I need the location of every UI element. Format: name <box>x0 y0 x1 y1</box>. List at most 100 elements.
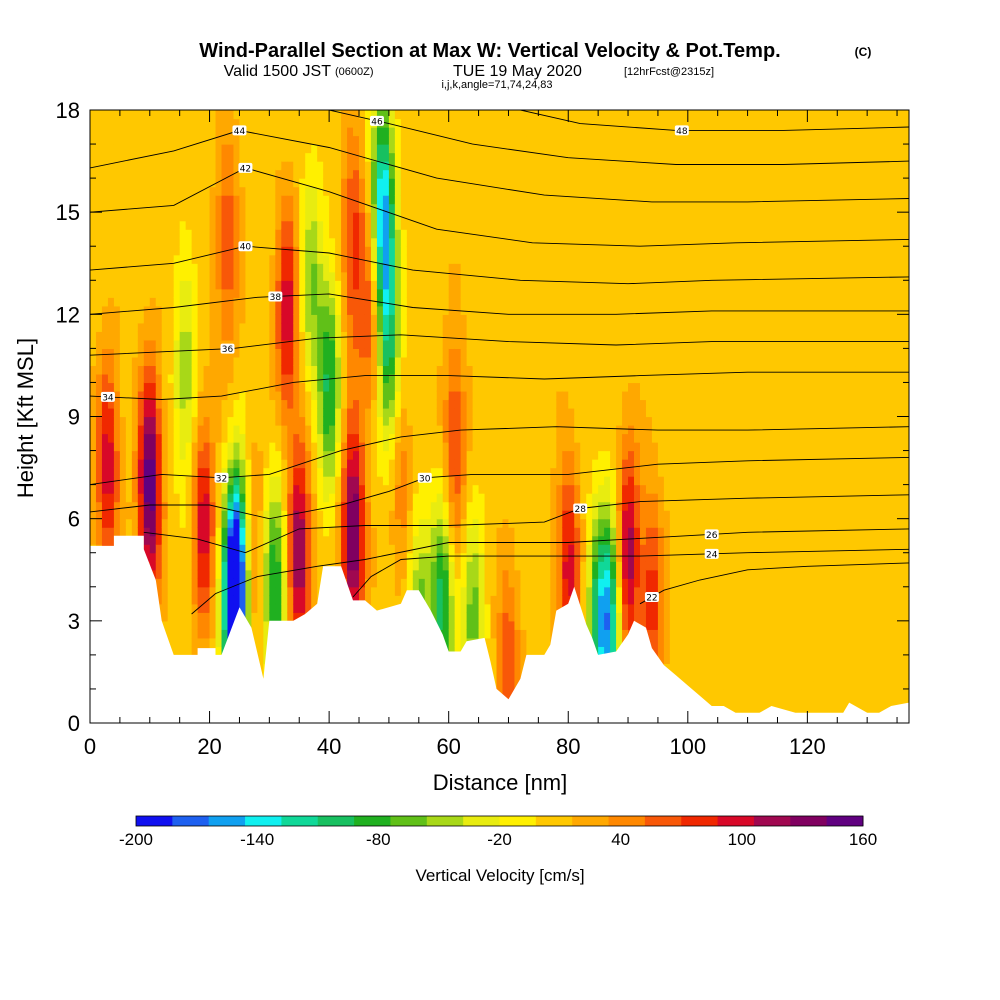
velocity-cell <box>376 271 384 281</box>
velocity-cell <box>442 288 450 298</box>
velocity-cell <box>119 501 127 511</box>
velocity-cell <box>448 518 456 528</box>
velocity-cell <box>209 127 217 137</box>
velocity-cell <box>281 195 288 205</box>
velocity-cell <box>400 467 408 477</box>
velocity-cell <box>502 663 510 673</box>
velocity-cell <box>430 501 438 511</box>
velocity-cell <box>287 229 294 239</box>
velocity-cell <box>341 271 348 281</box>
velocity-cell <box>341 510 348 520</box>
velocity-cell <box>317 220 324 230</box>
velocity-cell <box>353 467 360 477</box>
velocity-cell <box>442 586 450 596</box>
velocity-cell <box>412 373 420 384</box>
velocity-cell <box>311 399 318 409</box>
velocity-cell <box>125 195 133 205</box>
velocity-cell <box>400 484 408 494</box>
velocity-cell <box>448 161 456 171</box>
velocity-cell <box>107 178 115 188</box>
velocity-cell <box>203 220 211 230</box>
velocity-cell <box>317 407 324 418</box>
velocity-cell <box>167 348 175 358</box>
velocity-cell <box>203 569 211 579</box>
velocity-cell <box>251 271 258 281</box>
velocity-cell <box>293 459 300 469</box>
velocity-cell <box>161 612 169 622</box>
velocity-cell <box>287 578 294 588</box>
velocity-cell <box>131 442 139 452</box>
velocity-cell <box>281 263 288 273</box>
velocity-cell <box>454 237 462 247</box>
velocity-cell <box>131 144 139 154</box>
chart-title: Wind-Parallel Section at Max W: Vertical… <box>199 40 780 62</box>
velocity-cell <box>305 203 312 213</box>
velocity-cell <box>400 339 408 349</box>
velocity-cell <box>269 586 276 596</box>
velocity-cell <box>418 390 426 401</box>
velocity-cell <box>275 186 282 196</box>
velocity-cell <box>125 186 133 196</box>
velocity-cell <box>275 127 282 137</box>
velocity-cell <box>359 501 366 511</box>
velocity-cell <box>347 322 354 332</box>
velocity-cell <box>293 484 300 494</box>
velocity-cell <box>418 535 426 545</box>
velocity-cell <box>323 433 330 443</box>
velocity-cell <box>257 271 264 281</box>
velocity-cell <box>472 493 480 503</box>
velocity-cell <box>161 518 169 528</box>
velocity-cell <box>472 416 480 426</box>
velocity-cell <box>95 135 103 145</box>
velocity-cell <box>293 280 300 290</box>
velocity-cell <box>496 663 504 673</box>
velocity-cell <box>364 280 372 290</box>
velocity-cell <box>215 459 223 469</box>
velocity-cell <box>275 518 282 528</box>
velocity-cell <box>329 442 336 452</box>
velocity-cell <box>347 271 354 281</box>
velocity-cell <box>287 493 294 503</box>
velocity-cell <box>179 595 187 605</box>
velocity-cell <box>161 144 169 154</box>
velocity-cell <box>317 263 324 273</box>
velocity-cell <box>472 229 480 239</box>
velocity-cell <box>185 646 193 656</box>
velocity-cell <box>245 331 253 341</box>
velocity-cell <box>233 561 241 571</box>
velocity-cell <box>281 212 288 222</box>
velocity-cell <box>305 314 312 324</box>
velocity-cell <box>257 373 264 384</box>
velocity-cell <box>257 220 264 230</box>
velocity-cell <box>179 578 187 588</box>
velocity-cell <box>376 322 384 332</box>
velocity-cell <box>161 467 169 477</box>
velocity-cell <box>484 110 492 120</box>
velocity-cell <box>185 407 193 418</box>
velocity-cell <box>173 178 181 188</box>
velocity-cell <box>263 425 270 435</box>
velocity-cell <box>227 569 235 579</box>
velocity-cell <box>472 629 480 639</box>
velocity-cell <box>376 220 384 230</box>
velocity-cell <box>245 595 253 605</box>
velocity-cell <box>287 186 294 196</box>
velocity-cell <box>269 552 276 562</box>
velocity-cell <box>323 322 330 332</box>
velocity-cell <box>347 339 354 349</box>
velocity-cell <box>251 603 258 613</box>
velocity-cell <box>155 493 163 503</box>
velocity-cell <box>197 501 205 511</box>
velocity-cell <box>299 467 306 477</box>
velocity-cell <box>101 493 109 503</box>
velocity-cell <box>281 237 288 247</box>
velocity-cell <box>269 603 276 613</box>
velocity-cell <box>400 535 408 545</box>
velocity-cell <box>478 135 486 145</box>
velocity-cell <box>167 161 175 171</box>
velocity-cell <box>161 356 169 367</box>
velocity-cell <box>460 629 468 639</box>
velocity-cell <box>430 510 438 520</box>
velocity-cell <box>191 646 199 656</box>
velocity-cell <box>353 280 360 290</box>
